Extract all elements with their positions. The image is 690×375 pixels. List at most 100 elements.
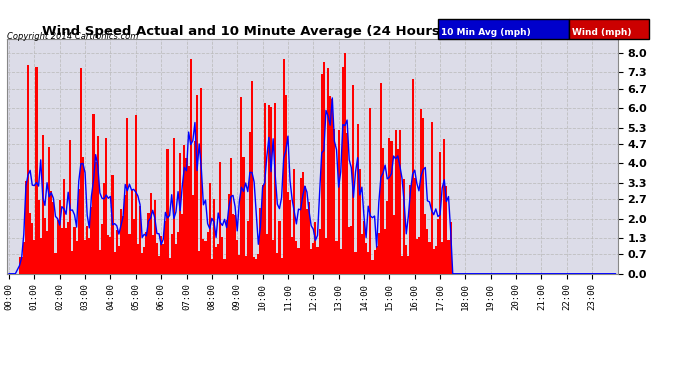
Bar	[274, 103, 276, 274]
Bar	[310, 249, 313, 274]
Bar	[118, 246, 120, 274]
Bar	[208, 183, 211, 274]
Bar	[295, 241, 297, 274]
Bar	[371, 260, 373, 274]
Bar	[302, 172, 304, 274]
Bar	[137, 244, 139, 274]
Bar	[146, 232, 148, 274]
Bar	[238, 255, 240, 274]
Bar	[435, 246, 437, 274]
Bar	[327, 68, 329, 274]
Bar	[247, 221, 249, 274]
Bar	[431, 122, 433, 274]
Bar	[268, 105, 270, 274]
Bar	[380, 82, 382, 274]
Bar	[112, 176, 114, 274]
Bar	[365, 243, 367, 274]
Bar	[63, 179, 65, 274]
Bar	[162, 244, 164, 274]
Bar	[228, 194, 230, 274]
Bar	[21, 257, 23, 274]
Bar	[95, 162, 97, 274]
Bar	[126, 118, 128, 274]
Bar	[25, 181, 27, 274]
Bar	[230, 158, 232, 274]
Bar	[315, 222, 317, 274]
Bar	[418, 237, 420, 274]
Bar	[33, 240, 35, 274]
Bar	[211, 259, 213, 274]
Bar	[344, 53, 346, 274]
Bar	[426, 229, 428, 274]
Bar	[407, 255, 409, 274]
Bar	[27, 64, 29, 274]
Bar	[172, 138, 175, 274]
Bar	[297, 248, 299, 274]
Bar	[158, 256, 160, 274]
Bar	[164, 221, 166, 274]
Bar	[272, 240, 274, 274]
Bar	[367, 252, 369, 274]
Bar	[69, 140, 71, 274]
Bar	[388, 138, 391, 274]
Bar	[447, 240, 450, 274]
Bar	[170, 234, 172, 274]
Title: Wind Speed Actual and 10 Minute Average (24 Hours)  (New)  20140208: Wind Speed Actual and 10 Minute Average …	[42, 25, 582, 38]
Bar	[232, 214, 234, 274]
Bar	[156, 243, 158, 274]
Bar	[439, 153, 441, 274]
Bar	[361, 234, 363, 274]
Bar	[116, 230, 118, 274]
Bar	[179, 153, 181, 274]
Bar	[80, 68, 82, 274]
Bar	[206, 232, 208, 274]
Bar	[409, 184, 411, 274]
Bar	[255, 259, 257, 274]
Bar	[437, 219, 439, 274]
Bar	[97, 136, 99, 274]
Bar	[377, 232, 380, 274]
Bar	[259, 208, 262, 274]
Bar	[190, 59, 192, 274]
Bar	[194, 141, 196, 274]
Bar	[184, 145, 186, 274]
Bar	[59, 200, 61, 274]
Bar	[67, 222, 69, 274]
Bar	[420, 109, 422, 274]
Bar	[35, 66, 37, 274]
Text: Copyright 2014 Cartronics.com: Copyright 2014 Cartronics.com	[7, 32, 138, 41]
Bar	[221, 237, 224, 274]
Bar	[357, 124, 359, 274]
Bar	[242, 158, 245, 274]
Bar	[122, 216, 124, 274]
Bar	[249, 132, 251, 274]
Bar	[110, 237, 112, 274]
Bar	[313, 243, 315, 274]
Bar	[450, 222, 452, 274]
Bar	[337, 130, 339, 274]
Bar	[411, 79, 413, 274]
Bar	[428, 243, 431, 274]
Bar	[160, 236, 162, 274]
Bar	[152, 235, 154, 274]
Bar	[308, 202, 310, 274]
Bar	[289, 200, 291, 274]
Bar	[321, 74, 323, 274]
Bar	[373, 251, 375, 274]
Bar	[224, 259, 226, 274]
Bar	[107, 235, 110, 274]
Bar	[192, 195, 194, 274]
Bar	[262, 185, 264, 274]
Bar	[44, 218, 46, 274]
Bar	[76, 241, 78, 274]
Bar	[355, 252, 357, 274]
Bar	[105, 138, 107, 274]
Bar	[323, 62, 325, 274]
Bar	[71, 251, 73, 274]
Bar	[186, 158, 188, 274]
Bar	[31, 224, 33, 274]
Bar	[90, 207, 92, 274]
Bar	[317, 247, 319, 274]
Bar	[55, 253, 57, 274]
Bar	[339, 249, 342, 274]
